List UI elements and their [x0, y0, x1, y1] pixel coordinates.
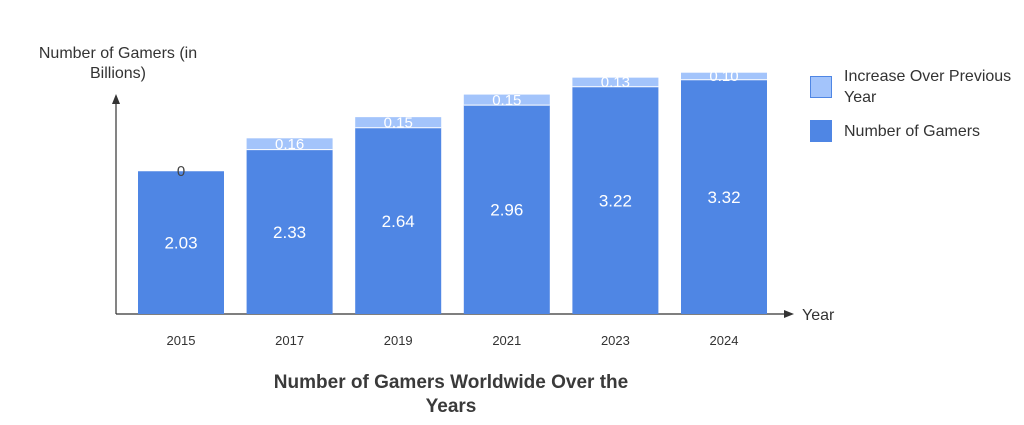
- x-tick-label: 2015: [167, 333, 196, 348]
- data-label-gamers: 2.03: [164, 233, 197, 252]
- bar-gamers: [138, 170, 224, 314]
- legend-item-increase: Increase Over Previous Year: [810, 66, 1014, 108]
- bar-gamers: [681, 79, 767, 314]
- bar-increase: [355, 117, 442, 128]
- data-label-gamers: 2.96: [490, 201, 523, 220]
- bar-gamers: [246, 149, 333, 314]
- legend-swatch-gamers: [810, 120, 832, 142]
- bar-gamers: [355, 127, 442, 314]
- x-tick-label: 2017: [275, 333, 304, 348]
- data-label-increase: 0.15: [492, 92, 521, 109]
- data-label-increase: 0.10: [709, 68, 738, 85]
- bar-increase: [572, 77, 659, 87]
- legend-label-gamers: Number of Gamers: [844, 122, 981, 140]
- bar-gamers: [463, 105, 550, 315]
- x-tick-label: 2021: [492, 333, 521, 348]
- data-label-increase: 0: [177, 163, 185, 180]
- chart-title: Number of Gamers Worldwide Over the Year…: [273, 372, 629, 417]
- y-axis-arrow: [112, 94, 120, 104]
- x-tick-label: 2023: [601, 333, 630, 348]
- legend-swatch-increase: [810, 76, 832, 98]
- bar-increase: [246, 138, 333, 150]
- data-label-gamers: 2.64: [382, 212, 415, 231]
- x-axis-arrow: [784, 310, 794, 318]
- legend-label-increase: Increase Over Previous Year: [844, 68, 1012, 106]
- bar-gamers: [572, 86, 659, 314]
- legend-item-gamers: Number of Gamers: [810, 120, 1014, 142]
- bar-increase: [681, 72, 767, 80]
- data-label-increase: 0.13: [601, 74, 630, 91]
- data-label-increase: 0.15: [384, 114, 413, 131]
- data-label-increase: 0.16: [275, 136, 304, 153]
- data-label-gamers: 3.22: [599, 191, 632, 210]
- bar-increase: [463, 94, 550, 106]
- x-tick-label: 2019: [384, 333, 413, 348]
- legend: Increase Over Previous Year Number of Ga…: [810, 66, 1014, 154]
- data-label-gamers: 3.32: [707, 188, 740, 207]
- x-tick-label: 2024: [710, 333, 739, 348]
- y-axis-label: Number of Gamers (in Billions): [38, 45, 198, 82]
- x-axis-label: Year: [802, 307, 835, 324]
- data-label-gamers: 2.33: [273, 223, 306, 242]
